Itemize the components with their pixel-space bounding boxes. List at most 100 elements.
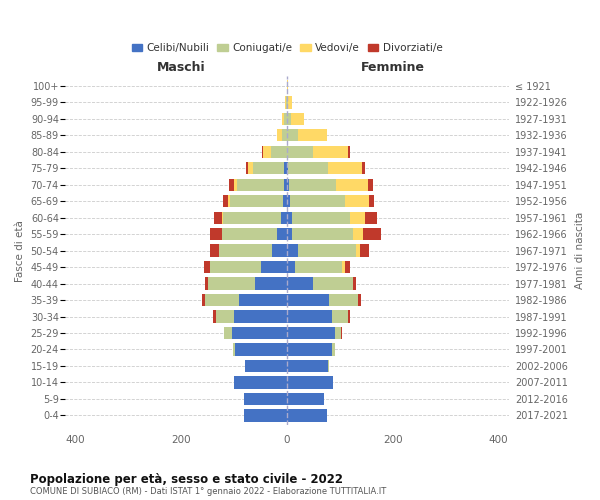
Bar bbox=[253, 162, 284, 174]
Bar bbox=[313, 278, 353, 290]
Bar bbox=[282, 129, 287, 141]
Bar bbox=[260, 261, 287, 274]
Bar bbox=[287, 162, 288, 174]
Bar bbox=[358, 294, 361, 306]
Bar bbox=[283, 195, 287, 207]
Bar bbox=[287, 146, 313, 158]
Bar bbox=[214, 212, 221, 224]
Bar bbox=[356, 244, 360, 257]
Bar bbox=[213, 310, 215, 322]
Bar bbox=[291, 112, 304, 125]
Bar bbox=[332, 310, 348, 322]
Legend: Celibi/Nubili, Coniugati/e, Vedovi/e, Divorziati/e: Celibi/Nubili, Coniugati/e, Vedovi/e, Di… bbox=[127, 40, 446, 58]
Bar bbox=[328, 360, 329, 372]
Bar bbox=[298, 244, 356, 257]
Bar bbox=[287, 327, 335, 339]
Bar bbox=[368, 178, 373, 191]
Bar bbox=[343, 261, 345, 274]
Bar bbox=[292, 212, 350, 224]
Bar bbox=[204, 261, 211, 274]
Bar bbox=[222, 228, 277, 240]
Bar bbox=[256, 278, 287, 290]
Bar bbox=[288, 162, 328, 174]
Bar bbox=[287, 261, 295, 274]
Bar bbox=[202, 294, 205, 306]
Bar bbox=[223, 195, 229, 207]
Bar bbox=[220, 244, 272, 257]
Bar bbox=[263, 146, 271, 158]
Bar bbox=[289, 178, 336, 191]
Bar bbox=[215, 310, 234, 322]
Bar bbox=[223, 212, 281, 224]
Bar bbox=[234, 376, 287, 388]
Bar bbox=[329, 294, 358, 306]
Bar bbox=[287, 178, 289, 191]
Bar bbox=[290, 195, 345, 207]
Bar bbox=[287, 112, 291, 125]
Bar bbox=[287, 344, 332, 355]
Bar bbox=[246, 162, 248, 174]
Bar bbox=[362, 162, 365, 174]
Bar bbox=[360, 244, 370, 257]
Bar bbox=[348, 310, 350, 322]
Bar bbox=[205, 294, 239, 306]
Bar bbox=[239, 294, 287, 306]
Bar bbox=[369, 195, 374, 207]
Bar bbox=[272, 244, 287, 257]
Bar bbox=[286, 96, 287, 108]
Bar bbox=[221, 212, 223, 224]
Bar bbox=[345, 261, 350, 274]
Y-axis label: Anni di nascita: Anni di nascita bbox=[575, 212, 585, 290]
Bar bbox=[336, 178, 368, 191]
Bar bbox=[287, 212, 292, 224]
Bar bbox=[288, 96, 292, 108]
Bar bbox=[210, 228, 221, 240]
Bar bbox=[205, 278, 208, 290]
Text: COMUNE DI SUBIACO (RM) - Dati ISTAT 1° gennaio 2022 - Elaborazione TUTTITALIA.IT: COMUNE DI SUBIACO (RM) - Dati ISTAT 1° g… bbox=[30, 488, 386, 496]
Bar bbox=[287, 294, 329, 306]
Bar bbox=[362, 228, 381, 240]
Bar bbox=[230, 195, 283, 207]
Bar bbox=[298, 129, 326, 141]
Bar bbox=[284, 162, 287, 174]
Bar bbox=[287, 129, 298, 141]
Bar bbox=[292, 228, 353, 240]
Text: Maschi: Maschi bbox=[157, 60, 206, 74]
Bar bbox=[281, 212, 287, 224]
Bar bbox=[271, 146, 287, 158]
Bar bbox=[341, 327, 342, 339]
Bar bbox=[244, 392, 287, 405]
Bar bbox=[332, 344, 335, 355]
Bar bbox=[287, 96, 288, 108]
Bar bbox=[287, 244, 298, 257]
Bar bbox=[295, 261, 343, 274]
Bar bbox=[229, 195, 230, 207]
Bar bbox=[208, 278, 256, 290]
Bar bbox=[287, 360, 328, 372]
Bar bbox=[245, 360, 287, 372]
Bar bbox=[287, 195, 290, 207]
Bar bbox=[353, 278, 356, 290]
Bar bbox=[233, 344, 235, 355]
Bar bbox=[350, 212, 365, 224]
Bar bbox=[335, 327, 341, 339]
Bar bbox=[210, 244, 220, 257]
Bar bbox=[232, 327, 287, 339]
Bar bbox=[277, 129, 282, 141]
Bar bbox=[244, 409, 287, 422]
Y-axis label: Fasce di età: Fasce di età bbox=[15, 220, 25, 282]
Bar bbox=[365, 212, 377, 224]
Bar bbox=[234, 178, 237, 191]
Text: Popolazione per età, sesso e stato civile - 2022: Popolazione per età, sesso e stato civil… bbox=[30, 472, 343, 486]
Bar bbox=[328, 162, 362, 174]
Bar bbox=[235, 344, 287, 355]
Bar bbox=[287, 376, 334, 388]
Bar bbox=[211, 261, 260, 274]
Bar bbox=[237, 178, 284, 191]
Bar bbox=[229, 178, 234, 191]
Bar bbox=[284, 112, 287, 125]
Bar bbox=[277, 228, 287, 240]
Bar bbox=[287, 310, 332, 322]
Bar bbox=[353, 228, 362, 240]
Bar bbox=[284, 178, 287, 191]
